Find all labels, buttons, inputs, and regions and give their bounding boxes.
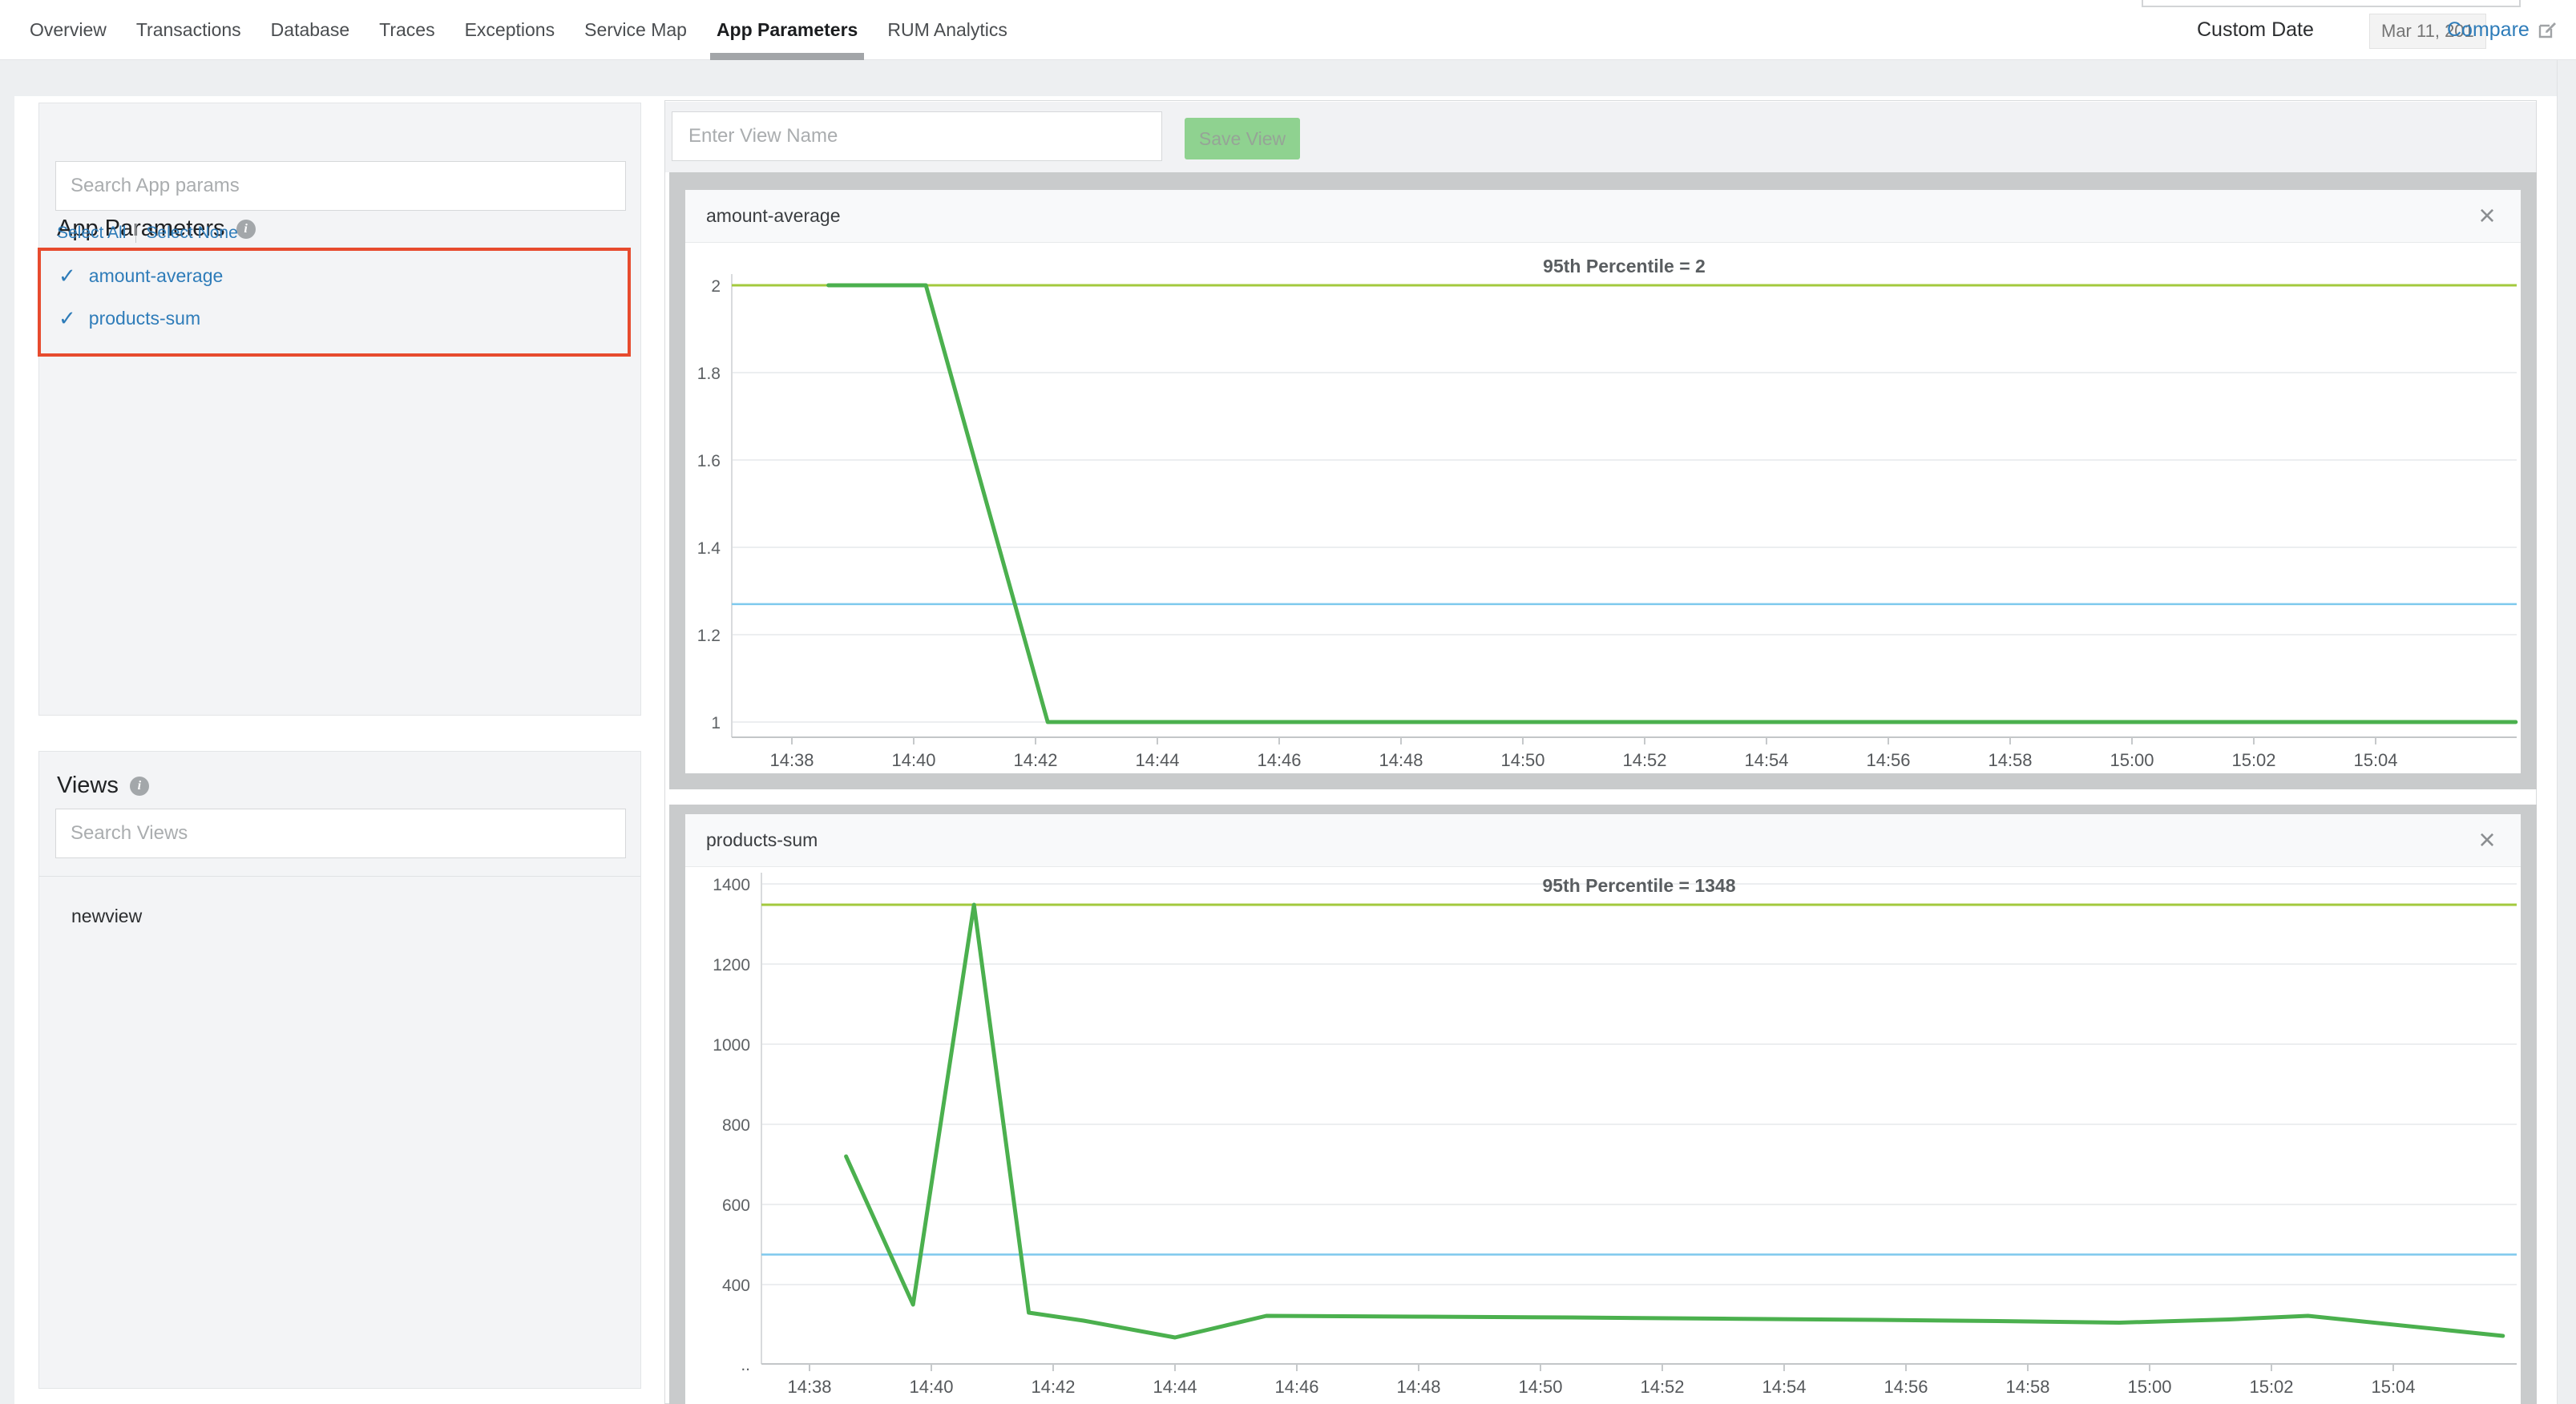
- y-tick-label: 1.4: [697, 539, 721, 558]
- x-tick-label: 15:00: [2110, 750, 2154, 770]
- series-products-sum: [844, 902, 2505, 1340]
- x-tick-label: 14:50: [1500, 750, 1544, 770]
- views-divider: [39, 876, 640, 877]
- app-parameters-title: App Parameters: [57, 216, 225, 241]
- custom-date-label: Custom Date: [2197, 18, 2314, 41]
- view-item-newview[interactable]: newview: [71, 906, 143, 926]
- chart-header: products-sum ×: [685, 814, 2521, 867]
- views-title: Views: [57, 773, 119, 798]
- chart-panel-products-sum: products-sum ×: [685, 814, 2521, 1404]
- x-tick-label: 14:56: [1884, 1377, 1928, 1397]
- x-tick-label: 14:46: [1257, 750, 1301, 770]
- x-tick-label: 14:58: [1988, 750, 2032, 770]
- select-none-link[interactable]: Select None: [146, 224, 238, 242]
- nav-tab-service-map[interactable]: Service Map: [584, 19, 687, 40]
- percentile-label: 95th Percentile = 2: [1543, 256, 1706, 276]
- views-search-input[interactable]: [55, 809, 626, 858]
- y-tick-label: 1000: [713, 1036, 750, 1055]
- nav-tab-rum-analytics[interactable]: RUM Analytics: [887, 19, 1007, 40]
- x-tick-label: 14:44: [1135, 750, 1179, 770]
- series-amount-average: [826, 283, 2518, 724]
- param-item-label: products-sum: [88, 308, 201, 329]
- y-tick-label: 2: [711, 277, 721, 296]
- nav-tab-overview[interactable]: Overview: [30, 19, 107, 40]
- chart-panel-amount-average: amount-average ×: [685, 190, 2521, 773]
- x-tick-label: 14:48: [1379, 750, 1423, 770]
- x-tick-label: 14:40: [909, 1377, 953, 1397]
- compare-link[interactable]: Compare: [2447, 18, 2530, 41]
- x-tick-label: 15:02: [2231, 750, 2275, 770]
- y-tick-label: 800: [722, 1116, 750, 1135]
- checkmark-icon: ✓: [59, 264, 76, 288]
- x-tick-label: 14:42: [1013, 750, 1057, 770]
- products-sum-chart: 1400 1200 1000 800 600 400.. 14:38 14:40 14:42 14…: [713, 873, 2517, 1397]
- close-icon[interactable]: ×: [2478, 823, 2496, 856]
- view-name-input[interactable]: [672, 111, 1162, 161]
- chart-title: products-sum: [706, 829, 818, 850]
- x-tick-label: 15:04: [2353, 750, 2397, 770]
- x-tick-label: 14:56: [1866, 750, 1910, 770]
- y-tick-label: ..: [741, 1356, 750, 1374]
- x-tick-label: 14:54: [1744, 750, 1788, 770]
- param-item-products-sum[interactable]: ✓ products-sum: [59, 306, 200, 331]
- app-parameters-panel: App Parameters i Select All Select None …: [38, 103, 641, 716]
- y-tick-label: 1.2: [697, 627, 721, 645]
- info-icon[interactable]: i: [236, 219, 256, 239]
- y-tick-label: 600: [722, 1196, 750, 1215]
- close-icon[interactable]: ×: [2478, 199, 2496, 232]
- x-tick-label: 14:42: [1031, 1377, 1075, 1397]
- x-tick-label: 14:48: [1396, 1377, 1440, 1397]
- nav-tab-app-parameters[interactable]: App Parameters: [709, 0, 865, 60]
- param-item-label: amount-average: [88, 265, 224, 286]
- x-tick-label: 14:40: [891, 750, 935, 770]
- y-tick-label: 1200: [713, 956, 750, 974]
- page-scroll-gutter: [2557, 60, 2576, 1404]
- checkmark-icon: ✓: [59, 306, 76, 330]
- percentile-label: 95th Percentile = 1348: [1542, 875, 1735, 896]
- main-nav: Overview Transactions Database Traces Except…: [28, 0, 1009, 60]
- nav-tab-exceptions[interactable]: Exceptions: [464, 19, 555, 40]
- date-input[interactable]: [2369, 14, 2486, 49]
- amount-average-chart: 2 1.8 1.6 1.4 1.2 1 14:38 14:40 14:42 14:44 14:46 1…: [697, 256, 2518, 770]
- views-panel: Views i newview: [38, 751, 641, 1389]
- x-tick-label: 14:52: [1622, 750, 1666, 770]
- x-tick-label: 14:38: [787, 1377, 831, 1397]
- y-tick-label: 1.6: [697, 452, 721, 470]
- chart-header: amount-average ×: [685, 190, 2521, 243]
- nav-tab-transactions[interactable]: Transactions: [135, 19, 241, 40]
- x-tick-label: 15:00: [2127, 1377, 2171, 1397]
- x-tick-label: 14:58: [2005, 1377, 2049, 1397]
- chart-title: amount-average: [706, 205, 841, 226]
- y-tick-label: 1: [711, 714, 721, 732]
- clipped-dropdown-edge: [2142, 0, 2521, 7]
- y-tick-label: 1400: [713, 876, 750, 894]
- y-tick-label: 400: [722, 1277, 750, 1295]
- x-tick-label: 15:04: [2371, 1377, 2415, 1397]
- compare-edit-icon[interactable]: [2538, 20, 2558, 41]
- select-links-divider: [135, 224, 137, 243]
- info-icon[interactable]: i: [129, 776, 149, 796]
- x-tick-label: 15:02: [2249, 1377, 2293, 1397]
- select-all-link[interactable]: Select All: [57, 224, 127, 242]
- x-tick-label: 14:44: [1153, 1377, 1197, 1397]
- x-tick-label: 14:50: [1518, 1377, 1562, 1397]
- nav-tab-traces[interactable]: Traces: [379, 19, 435, 40]
- x-tick-label: 14:38: [769, 750, 814, 770]
- nav-tab-database[interactable]: Database: [270, 19, 350, 40]
- y-tick-label: 1.8: [697, 365, 721, 383]
- app-params-search-input[interactable]: [55, 161, 626, 211]
- x-tick-label: 14:52: [1640, 1377, 1684, 1397]
- param-item-amount-average[interactable]: ✓ amount-average: [59, 264, 223, 288]
- x-tick-label: 14:46: [1274, 1377, 1318, 1397]
- x-tick-label: 14:54: [1762, 1377, 1806, 1397]
- save-view-button[interactable]: Save View: [1185, 118, 1300, 159]
- top-header: Overview Transactions Database Traces Except…: [0, 0, 2576, 60]
